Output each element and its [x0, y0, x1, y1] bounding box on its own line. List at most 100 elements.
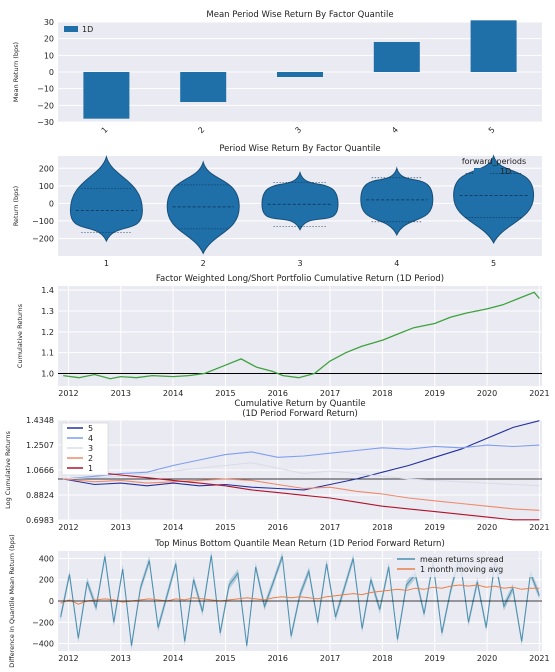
x-tick-label: 2021 — [529, 389, 549, 398]
x-tick-label: 2014 — [163, 389, 183, 398]
y-axis-label: Difference In Quantile Mean Return (bps) — [8, 534, 16, 667]
x-tick-label: 2012 — [58, 654, 78, 663]
x-tick-label: 2020 — [477, 389, 497, 398]
violin — [261, 170, 339, 231]
x-tick-label: 2017 — [320, 389, 340, 398]
y-tick-label: 1.3 — [41, 307, 54, 316]
x-tick-label: 2018 — [372, 654, 392, 663]
violin — [69, 154, 143, 243]
x-tick-label: 5 — [487, 125, 497, 135]
quantile-4-line — [63, 444, 540, 480]
y-tick-label: 1.0666 — [26, 466, 54, 475]
x-tick-label: 2015 — [215, 654, 235, 663]
x-tick-label: 2016 — [268, 654, 288, 663]
bar — [180, 72, 227, 102]
quantile-2-line — [63, 478, 540, 511]
x-tick-label: 2 — [196, 125, 206, 135]
x-tick-label: 2016 — [268, 523, 288, 532]
x-tick-label: 2017 — [320, 523, 340, 532]
x-tick-label: 2012 — [58, 389, 78, 398]
y-tick-label: −10 — [37, 85, 54, 94]
y-tick-label: 100 — [39, 182, 54, 191]
x-tick-label: 2019 — [425, 389, 445, 398]
y-tick-label: 10 — [44, 51, 54, 60]
y-tick-label: 0.8824 — [26, 491, 54, 500]
x-tick-label: 2021 — [529, 654, 549, 663]
x-tick-label: 2015 — [215, 523, 235, 532]
y-tick-label: 20 — [44, 35, 54, 44]
y-axis-label: Log Cumulative Returns — [4, 430, 12, 508]
bar — [470, 20, 517, 72]
legend-label: 4 — [88, 434, 93, 443]
y-axis-label: Mean Return (bps) — [12, 42, 20, 102]
y-tick-label: 1.2 — [41, 328, 54, 337]
y-tick-label: 1.4 — [41, 286, 54, 295]
legend-label: 1D — [500, 167, 511, 176]
y-tick-label: 1.2507 — [26, 441, 54, 450]
legend-label: mean returns spread — [420, 555, 504, 564]
y-tick-label: 1.0 — [41, 370, 54, 379]
x-tick-label: 2020 — [477, 523, 497, 532]
x-tick-label: 2017 — [320, 654, 340, 663]
y-tick-label: 1.1 — [41, 349, 54, 358]
cumulative-return-line — [63, 291, 540, 380]
legend-label: 3 — [88, 444, 93, 453]
quantile-1-line — [63, 471, 540, 521]
y-tick-label: −200 — [32, 618, 54, 627]
y-tick-label: −30 — [37, 118, 54, 127]
chart-title: Top Minus Bottom Quantile Mean Return (1… — [154, 539, 445, 549]
quantile-5-line — [63, 420, 540, 491]
x-tick-label: 2012 — [58, 523, 78, 532]
legend-label: 5 — [88, 424, 93, 433]
x-tick-label: 2015 — [215, 389, 235, 398]
legend-swatch — [64, 26, 78, 32]
violin — [360, 166, 434, 237]
x-tick-label: 3 — [297, 259, 302, 268]
legend-label: 1D — [82, 25, 93, 34]
chart-subtitle: (1D Period Forward Return) — [242, 409, 358, 419]
x-tick-label: 2018 — [372, 389, 392, 398]
x-tick-label: 2020 — [477, 654, 497, 663]
x-tick-label: 2014 — [163, 523, 183, 532]
x-tick-label: 5 — [491, 259, 496, 268]
x-tick-label: 4 — [390, 125, 400, 135]
y-tick-label: 1.4348 — [26, 416, 54, 425]
bar — [373, 42, 420, 72]
moving-avg-line — [60, 584, 540, 605]
bar — [277, 72, 323, 77]
x-tick-label: 2016 — [268, 389, 288, 398]
bar — [83, 72, 130, 119]
y-tick-label: −20 — [37, 101, 54, 110]
x-tick-label: 2019 — [425, 654, 445, 663]
legend-box — [392, 553, 538, 577]
x-tick-label: 2021 — [529, 523, 549, 532]
y-tick-label: 400 — [39, 554, 54, 563]
y-axis-label: Cumulative Returns — [16, 303, 24, 368]
x-tick-label: 1 — [100, 125, 110, 135]
x-tick-label: 2 — [201, 259, 206, 268]
y-tick-label: −100 — [32, 217, 54, 226]
x-tick-label: 2013 — [111, 523, 131, 532]
legend-title: forward_periods — [462, 157, 526, 166]
chart-title: Mean Period Wise Return By Factor Quanti… — [206, 10, 393, 20]
legend-swatch — [474, 168, 490, 174]
legend-label: 1 — [88, 464, 93, 473]
y-tick-label: 0 — [49, 68, 54, 77]
quantile-3-line — [63, 462, 540, 487]
legend-label: 1 month moving avg — [420, 565, 503, 574]
y-axis-label: Return (bps) — [12, 186, 20, 226]
y-tick-label: −200 — [32, 234, 54, 243]
legend-box — [61, 422, 109, 476]
y-tick-label: 200 — [39, 164, 54, 173]
x-tick-label: 3 — [293, 125, 303, 135]
panel-background — [58, 286, 542, 386]
violin — [453, 154, 535, 244]
y-tick-label: −400 — [32, 640, 54, 649]
x-tick-label: 2018 — [372, 523, 392, 532]
y-tick-label: 0.6983 — [26, 516, 54, 525]
y-tick-label: 30 — [44, 18, 54, 27]
x-tick-label: 2013 — [111, 389, 131, 398]
x-tick-label: 2014 — [163, 654, 183, 663]
y-tick-label: 0 — [49, 597, 54, 606]
